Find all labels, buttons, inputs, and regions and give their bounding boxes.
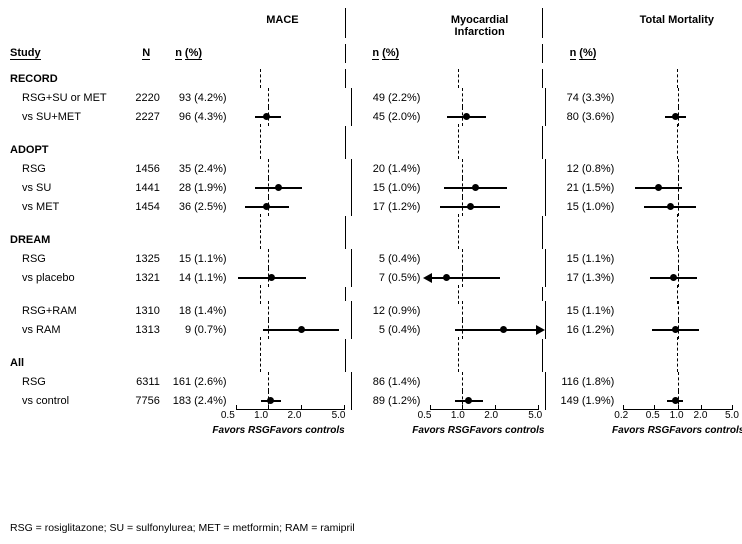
forest-plot-cell: [622, 140, 732, 159]
forest-plot-cell: [623, 391, 732, 410]
tick-label: 0.5: [418, 410, 432, 421]
forest-plot-cell: [236, 249, 345, 268]
tick-label: 5.0: [725, 410, 739, 421]
tick-label: 1.0: [670, 410, 684, 421]
forest-plot-cell: [227, 230, 337, 249]
spacer-row: [10, 216, 732, 230]
forest-plot-cell: [623, 249, 732, 268]
hdr-n-2: n: [372, 47, 379, 60]
panel-title-mi: Myocardial Infarction: [424, 14, 534, 33]
forest-plot-cell: [430, 249, 539, 268]
plot-header-mace: [227, 44, 337, 63]
forest-plot-cell: [622, 230, 732, 249]
forest-plot-cell: [430, 391, 539, 410]
hdr-N: N: [142, 47, 150, 60]
favors-l-1: Favors RSG: [412, 425, 469, 439]
footnote: RSG = rosiglitazone; SU = sulfonylurea; …: [10, 522, 355, 534]
forest-plot-cell: [430, 301, 539, 320]
forest-plot-cell: [430, 88, 539, 107]
data-row: vs control7756183(2.4%)89(1.2%)149(1.9%): [10, 391, 732, 410]
tick-label: 1.0: [254, 410, 268, 421]
forest-plot-cell: [424, 353, 534, 372]
forest-plot-cell: [424, 140, 534, 159]
forest-plot-cell: [227, 353, 337, 372]
panel-title-tm: Total Mortality: [622, 14, 732, 33]
tick-label: 5.0: [528, 410, 542, 421]
data-row: RSG+SU or MET222093(4.2%)49(2.2%)74(3.3%…: [10, 88, 732, 107]
favors-r-1: Favors controls: [469, 425, 544, 439]
axis-ticks-mi: 0.51.02.05.0: [425, 410, 536, 424]
forest-plot-cell: [623, 178, 732, 197]
forest-plot-cell: [424, 230, 534, 249]
data-row: RSG145635(2.4%)20(1.4%)12(0.8%): [10, 159, 732, 178]
favors-r-0: Favors controls: [270, 425, 345, 439]
forest-plot-cell: [236, 301, 345, 320]
tick-label: 1.0: [451, 410, 465, 421]
forest-plot-cell: [622, 353, 732, 372]
hdr-n-3: n: [570, 47, 577, 60]
rows-host: RECORDRSG+SU or MET222093(4.2%)49(2.2%)7…: [10, 69, 732, 410]
panel-title-mace: MACE: [227, 14, 337, 33]
hdr-pct-2: (%): [382, 47, 399, 60]
forest-plot-cell: [622, 69, 732, 88]
data-row: RSG6311161(2.6%)86(1.4%)116(1.8%): [10, 372, 732, 391]
favors-r-2: Favors controls: [669, 425, 742, 439]
forest-plot-cell: [227, 140, 337, 159]
group-row: ADOPT: [10, 140, 732, 159]
axis-ticks-mace: 0.51.02.05.0: [228, 410, 339, 424]
favors-l-2: Favors RSG: [612, 425, 669, 439]
column-header-row: Study N n (%) n (%) n (%): [10, 44, 732, 63]
forest-plot-figure: MACE Myocardial Infarction Total Mortali…: [0, 0, 742, 544]
forest-plot-cell: [430, 372, 539, 391]
forest-plot-cell: [424, 69, 534, 88]
tick-label: 2.0: [288, 410, 302, 421]
panel-titles-row: MACE Myocardial Infarction Total Mortali…: [10, 8, 732, 38]
forest-plot-cell: [623, 159, 732, 178]
tick-label: 0.2: [614, 410, 628, 421]
group-row: DREAM: [10, 230, 732, 249]
spacer-row: [10, 339, 732, 353]
hdr-n-1: n: [175, 47, 182, 60]
forest-plot-cell: [430, 159, 539, 178]
forest-plot-cell: [236, 88, 345, 107]
plot-header-tm: [622, 44, 732, 63]
tick-label: 2.0: [484, 410, 498, 421]
hdr-pct-1: (%): [185, 47, 202, 60]
forest-plot-cell: [236, 391, 345, 410]
favors-l-0: Favors RSG: [212, 425, 269, 439]
tick-label: 5.0: [332, 410, 346, 421]
group-row: RECORD: [10, 69, 732, 88]
forest-plot-cell: [236, 178, 345, 197]
plot-header-mi: [424, 44, 534, 63]
forest-plot-cell: [623, 88, 732, 107]
forest-plot-cell: [227, 69, 337, 88]
data-row: RSG132515(1.1%)5(0.4%)15(1.1%): [10, 249, 732, 268]
tick-label: 0.5: [221, 410, 235, 421]
forest-plot-cell: [236, 372, 345, 391]
tick-label: 2.0: [693, 410, 707, 421]
spacer-row: [10, 126, 732, 140]
forest-plot-cell: [236, 159, 345, 178]
data-row: RSG+RAM131018(1.4%)12(0.9%)15(1.1%): [10, 301, 732, 320]
hdr-pct-3: (%): [579, 47, 596, 60]
favors-row: Favors RSG Favors controls Favors RSG Fa…: [10, 424, 732, 440]
data-row: vs SU144128(1.9%)15(1.0%)21(1.5%): [10, 178, 732, 197]
spacer-row: [10, 287, 732, 301]
axis-tick-row: 0.51.02.05.0 0.51.02.05.0 0.20.51.02.05.…: [10, 410, 732, 424]
forest-plot-cell: [623, 372, 732, 391]
group-row: All: [10, 353, 732, 372]
hdr-study: Study: [10, 47, 41, 60]
tick-label: 0.5: [646, 410, 660, 421]
axis-ticks-tm: 0.20.51.02.05.0: [621, 410, 732, 424]
forest-plot-cell: [623, 301, 732, 320]
forest-plot-cell: [430, 178, 539, 197]
